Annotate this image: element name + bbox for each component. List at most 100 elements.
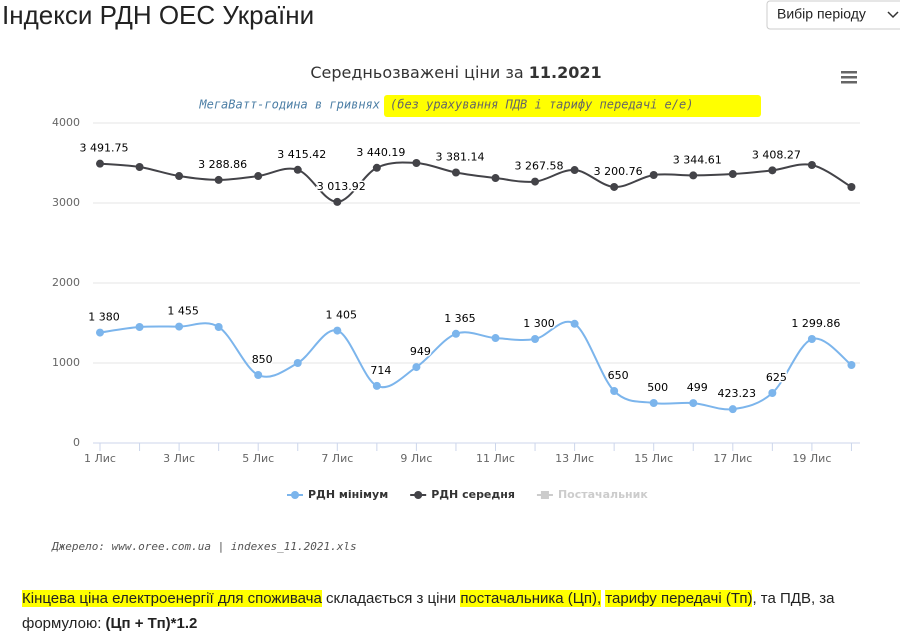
chart: Індекси РДН ОЕС України Вибір періоду Се…	[2, 0, 900, 553]
legend-label: РДН мінімум	[308, 488, 388, 501]
subtitle-highlight	[384, 95, 761, 117]
menu-icon[interactable]	[841, 71, 857, 84]
data-point	[728, 170, 737, 179]
x-tick-label: 17 Лис	[713, 452, 752, 465]
data-point	[372, 381, 381, 390]
data-point	[649, 399, 658, 407]
x-tick-label: 15 Лис	[634, 452, 673, 465]
data-label: 3 344.61	[673, 153, 722, 166]
data-label: 1 455	[167, 305, 199, 318]
data-point	[254, 371, 263, 379]
chart-subtitle: МегаВатт-година в гривнях	[198, 98, 380, 112]
data-point	[135, 163, 144, 171]
data-point	[293, 165, 302, 174]
data-label: 3 491.75	[80, 142, 129, 155]
data-label: 850	[252, 353, 273, 366]
period-button[interactable]	[766, 0, 900, 30]
data-point	[333, 197, 342, 206]
data-label: 423.23	[718, 387, 757, 400]
data-point	[214, 323, 223, 331]
y-tick-label: 4000	[52, 116, 80, 129]
data-point	[293, 359, 302, 367]
source-note: Джерело: www.oree.com.ua | indexes_11.20…	[51, 540, 357, 553]
data-point	[610, 182, 619, 191]
formula-paragraph: Кінцева ціна електроенергії для споживач…	[22, 586, 882, 636]
data-point	[175, 172, 184, 181]
data-label: 1 365	[444, 312, 476, 325]
x-tick-label: 9 Лис	[400, 452, 432, 465]
data-label: 1 299.86	[791, 317, 840, 330]
data-point	[135, 323, 144, 331]
period-button-label: Вибір періоду	[777, 6, 866, 22]
data-point	[689, 171, 698, 180]
dropdown-caret	[887, 11, 899, 19]
paragraph-text: , та ПДВ, за формулою:	[22, 590, 835, 632]
highlighted-text: тарифу передачі (Тп)	[605, 590, 753, 607]
highlighted-text: Кінцева ціна електроенергії для споживач…	[22, 590, 322, 607]
data-label: 3 440.19	[356, 146, 405, 159]
data-point	[412, 363, 421, 372]
x-tick-label: 19 Лис	[792, 452, 831, 465]
paragraph-text: (Цп + Тп)*1.2	[105, 615, 198, 632]
data-point	[847, 183, 856, 191]
title-period: 11.2021	[529, 63, 602, 82]
data-point	[570, 319, 579, 328]
data-point	[96, 328, 104, 337]
data-label: 3 013.92	[317, 180, 366, 193]
data-point	[412, 159, 421, 167]
data-point	[254, 172, 263, 181]
data-label: 3 267.58	[515, 160, 564, 173]
data-label: 3 408.27	[752, 148, 801, 161]
paragraph-text: складається з ціни	[321, 590, 461, 607]
data-label: 1 300	[523, 317, 555, 330]
data-label: 3 288.86	[198, 158, 247, 171]
data-point	[451, 168, 460, 177]
data-label: 499	[687, 381, 708, 394]
data-point	[807, 161, 816, 169]
data-point	[768, 389, 777, 397]
title-text: Середньозважені ціни за	[310, 63, 523, 82]
data-label: 500	[647, 381, 668, 394]
data-point	[610, 387, 619, 395]
data-label: 1 405	[326, 309, 358, 322]
chart-subtitle-note: (без урахування ПДВ і тарифу передачі е/…	[390, 98, 693, 112]
legend-marker	[291, 491, 299, 499]
data-point	[175, 322, 184, 331]
highlighted-text: постачальника (Цп),	[460, 590, 602, 607]
x-tick-label: 7 Лис	[321, 452, 353, 465]
x-tick-label: 3 Лис	[163, 452, 195, 465]
page-heading: Індекси РДН ОЕС України	[2, 0, 314, 30]
data-point	[531, 177, 540, 186]
data-label: 625	[766, 371, 787, 384]
data-label: 3 415.42	[277, 148, 326, 161]
data-label: 714	[370, 364, 391, 377]
data-label: 3 200.76	[594, 165, 643, 178]
data-point	[214, 175, 223, 184]
data-point	[689, 399, 698, 408]
data-label: 3 381.14	[435, 151, 484, 164]
data-point	[333, 326, 342, 335]
data-label: 1 380	[88, 311, 120, 324]
data-point	[491, 174, 500, 183]
data-point	[649, 171, 658, 179]
data-point	[768, 166, 777, 175]
data-point	[491, 334, 500, 343]
data-point	[807, 335, 816, 344]
data-label: 650	[608, 369, 629, 382]
y-tick-label: 3000	[52, 196, 80, 209]
x-tick-label: 5 Лис	[242, 452, 274, 465]
legend-marker	[414, 491, 423, 499]
y-tick-label: 0	[73, 436, 80, 449]
data-point	[531, 335, 540, 343]
data-point	[847, 361, 856, 369]
data-point	[570, 166, 579, 175]
y-tick-label: 1000	[52, 356, 80, 369]
legend-label: РДН середня	[431, 488, 515, 501]
legend-marker	[540, 491, 549, 499]
x-tick-label: 13 Лис	[555, 452, 594, 465]
data-point	[451, 329, 460, 338]
data-point	[372, 163, 381, 172]
x-tick-label: 1 Лис	[84, 452, 116, 465]
data-point	[96, 159, 104, 168]
